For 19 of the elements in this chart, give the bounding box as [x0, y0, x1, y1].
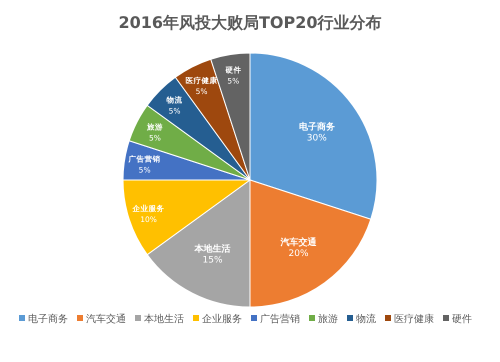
legend-label: 本地生活: [144, 313, 184, 325]
legend-label: 广告营销: [260, 313, 300, 325]
pie-slice: [122, 180, 250, 256]
pie-slice: [250, 52, 378, 220]
legend-label: 汽车交通: [86, 313, 126, 325]
legend-label: 电子商务: [28, 313, 68, 325]
legend-label: 硬件: [452, 314, 472, 325]
legend-label: 企业服务: [202, 313, 242, 325]
data-label: 20%: [288, 248, 309, 259]
legend-label: 旅游: [318, 313, 338, 325]
slice-label: 电子商务: [298, 121, 335, 132]
slice-label: 本地生活: [194, 244, 231, 255]
data-label: 30%: [306, 133, 328, 144]
legend-label: 医疗健康: [394, 313, 434, 325]
legend-label: 物流: [356, 313, 376, 325]
data-label: 15%: [202, 256, 223, 266]
slice-label: 汽车交通: [280, 236, 318, 248]
pie-slice: [250, 180, 372, 308]
chart-title: 2016年风投大败局TOP20行业分布: [118, 13, 382, 32]
